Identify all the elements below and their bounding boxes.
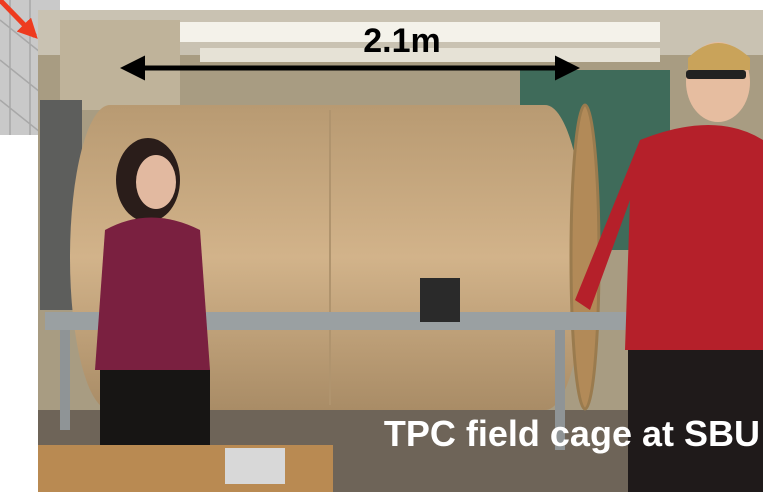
photo-slide: 2.1m TPC field cage at SBU (0, 0, 763, 492)
dimension-label: 2.1m (363, 22, 441, 60)
page: 2.1m TPC field cage at SBU (() => { cons… (0, 0, 763, 492)
caption: TPC field cage at SBU (384, 413, 760, 454)
